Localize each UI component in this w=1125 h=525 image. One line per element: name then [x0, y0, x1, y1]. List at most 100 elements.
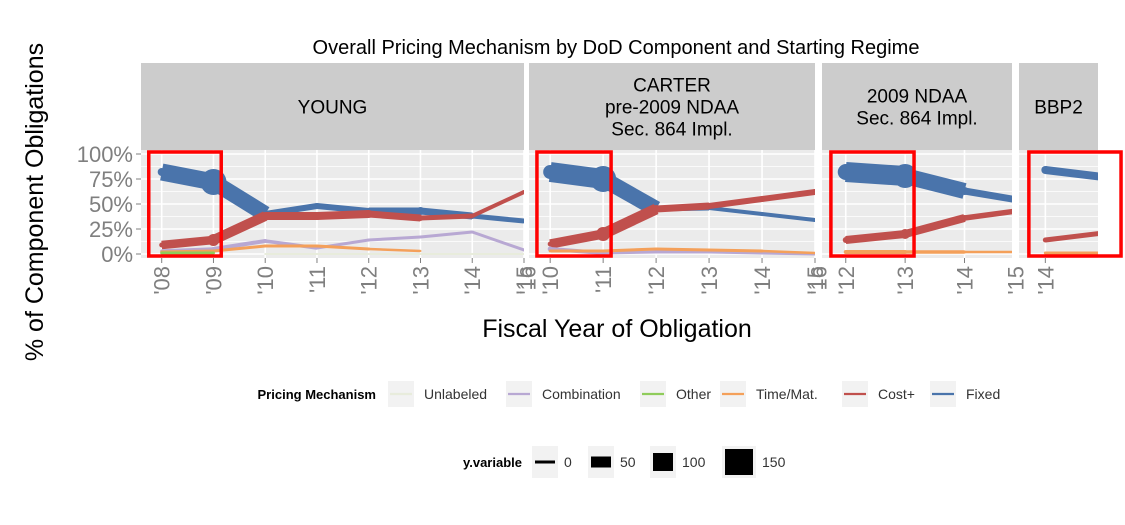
series-combination-point — [263, 239, 268, 243]
series-time-mat-segment — [761, 249, 815, 255]
series-fixed-point — [1041, 166, 1050, 174]
series-cost-point — [596, 227, 611, 241]
panel-bbp2: BBP2 '14 — [1019, 63, 1123, 295]
series-cost-point — [207, 234, 220, 246]
series-cost-segment — [761, 189, 815, 202]
series-fixed-point — [760, 212, 765, 216]
legend-label-time-mat: Time/Mat. — [756, 386, 818, 402]
series-cost-segment — [161, 235, 214, 250]
series-fixed-point — [893, 164, 918, 188]
y-axis: 0%25%50%75%100% — [77, 142, 141, 267]
series-time-mat-point — [601, 249, 605, 253]
series-fixed-point — [1107, 174, 1115, 182]
legend-title: Pricing Mechanism — [258, 387, 376, 402]
facet-label: CARTER — [633, 76, 711, 97]
series-cost-point — [312, 212, 321, 220]
size-label-0: 0 — [564, 454, 572, 470]
series-cost-segment — [1045, 231, 1098, 243]
series-cost-segment — [655, 202, 710, 213]
series-fixed-segment — [761, 212, 815, 222]
series-fixed-segment — [1044, 166, 1098, 181]
x-tick-label: '09 — [201, 266, 226, 295]
x-tick-label: '14 — [953, 266, 978, 295]
series-combination-point — [654, 250, 658, 254]
series-fixed-point — [416, 207, 425, 215]
x-tick-label: '15 — [1004, 266, 1029, 295]
x-tick-label: '15 — [512, 266, 537, 295]
x-tick-label: '14 — [460, 266, 485, 295]
series-group — [837, 162, 1012, 254]
series-time-mat-point — [707, 248, 711, 252]
x-tick-label: '12 — [644, 266, 669, 295]
series-combination-segment — [368, 235, 421, 242]
series-time-mat-point — [963, 250, 966, 254]
series-other-point — [160, 251, 164, 255]
x-tick-label: '08 — [150, 266, 175, 295]
size-legend-title: y.variable — [463, 455, 522, 470]
size-key-0 — [535, 460, 555, 464]
y-axis-label: % of Component Obligations — [21, 43, 49, 361]
facet-label: Sec. 864 Impl. — [856, 109, 977, 130]
series-cost-segment — [471, 190, 524, 218]
y-tick-label: 50% — [89, 192, 133, 217]
series-other-point — [211, 251, 215, 255]
series-fixed-segment — [472, 213, 524, 224]
series-group — [1041, 166, 1115, 255]
facet-label: 2009 NDAA — [867, 87, 968, 108]
size-key-50 — [591, 456, 611, 468]
series-time-mat-point — [843, 250, 848, 254]
y-tick-label: 75% — [89, 167, 133, 192]
series-cost-point — [547, 241, 553, 247]
facet-strip — [141, 63, 524, 150]
series-time-mat-segment — [709, 248, 763, 253]
series-combination-segment — [709, 250, 763, 255]
series-cost-point — [1042, 237, 1048, 243]
series-cost-point — [706, 203, 713, 209]
series-cost-point — [159, 242, 165, 248]
x-tick-label: '13 — [697, 266, 722, 295]
series-cost-segment — [549, 229, 605, 249]
x-tick-label: '12 — [834, 266, 859, 295]
series-fixed-point — [837, 164, 854, 180]
size-label-50: 50 — [620, 454, 636, 470]
series-cost-point — [417, 215, 424, 221]
series-time-mat-point — [654, 247, 658, 251]
legend-label-unlabeled: Unlabeled — [424, 386, 487, 402]
series-fixed-point — [543, 165, 558, 179]
series-cost-segment — [964, 208, 1012, 221]
y-tick-label: 0% — [101, 242, 133, 267]
series-time-mat-segment — [368, 247, 421, 253]
x-tick-label: '16 — [516, 266, 541, 295]
series-fixed-segment — [316, 203, 370, 214]
series-time-mat-point — [548, 249, 552, 253]
highlight-box — [147, 150, 223, 258]
series-fixed-point — [813, 218, 815, 222]
series-cost-segment — [708, 196, 763, 209]
x-tick-label: '13 — [408, 266, 433, 295]
facet-strip — [529, 63, 815, 150]
series-cost-point — [652, 205, 661, 213]
series-cost-segment — [368, 210, 421, 222]
series-cost-point — [522, 190, 524, 194]
series-unlabeled-point — [523, 253, 524, 255]
series-time-mat-point — [1043, 251, 1047, 255]
size-key-100 — [653, 453, 673, 471]
facet-panels: YOUNG'08'09'10'11'12'13'14'15'16CARTERpr… — [141, 63, 1123, 295]
x-tick-label: '12 — [357, 266, 382, 295]
series-combination-segment — [420, 230, 473, 239]
series-fixed-segment — [708, 206, 763, 216]
series-time-mat-segment — [316, 244, 369, 251]
series-combination-point — [367, 238, 371, 242]
x-tick-label: '10 — [253, 266, 278, 295]
highlight-box — [829, 150, 916, 258]
series-combination-point — [470, 230, 474, 234]
series-cost-point — [364, 210, 373, 218]
series-fixed-point — [313, 203, 320, 209]
x-tick-label: '15 — [803, 266, 828, 295]
series-fixed-point — [157, 168, 166, 176]
series-cost-point — [900, 229, 911, 239]
x-tick-label: '14 — [750, 266, 775, 295]
